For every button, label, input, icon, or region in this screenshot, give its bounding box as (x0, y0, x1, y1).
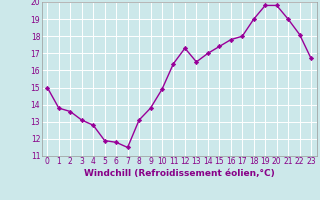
X-axis label: Windchill (Refroidissement éolien,°C): Windchill (Refroidissement éolien,°C) (84, 169, 275, 178)
